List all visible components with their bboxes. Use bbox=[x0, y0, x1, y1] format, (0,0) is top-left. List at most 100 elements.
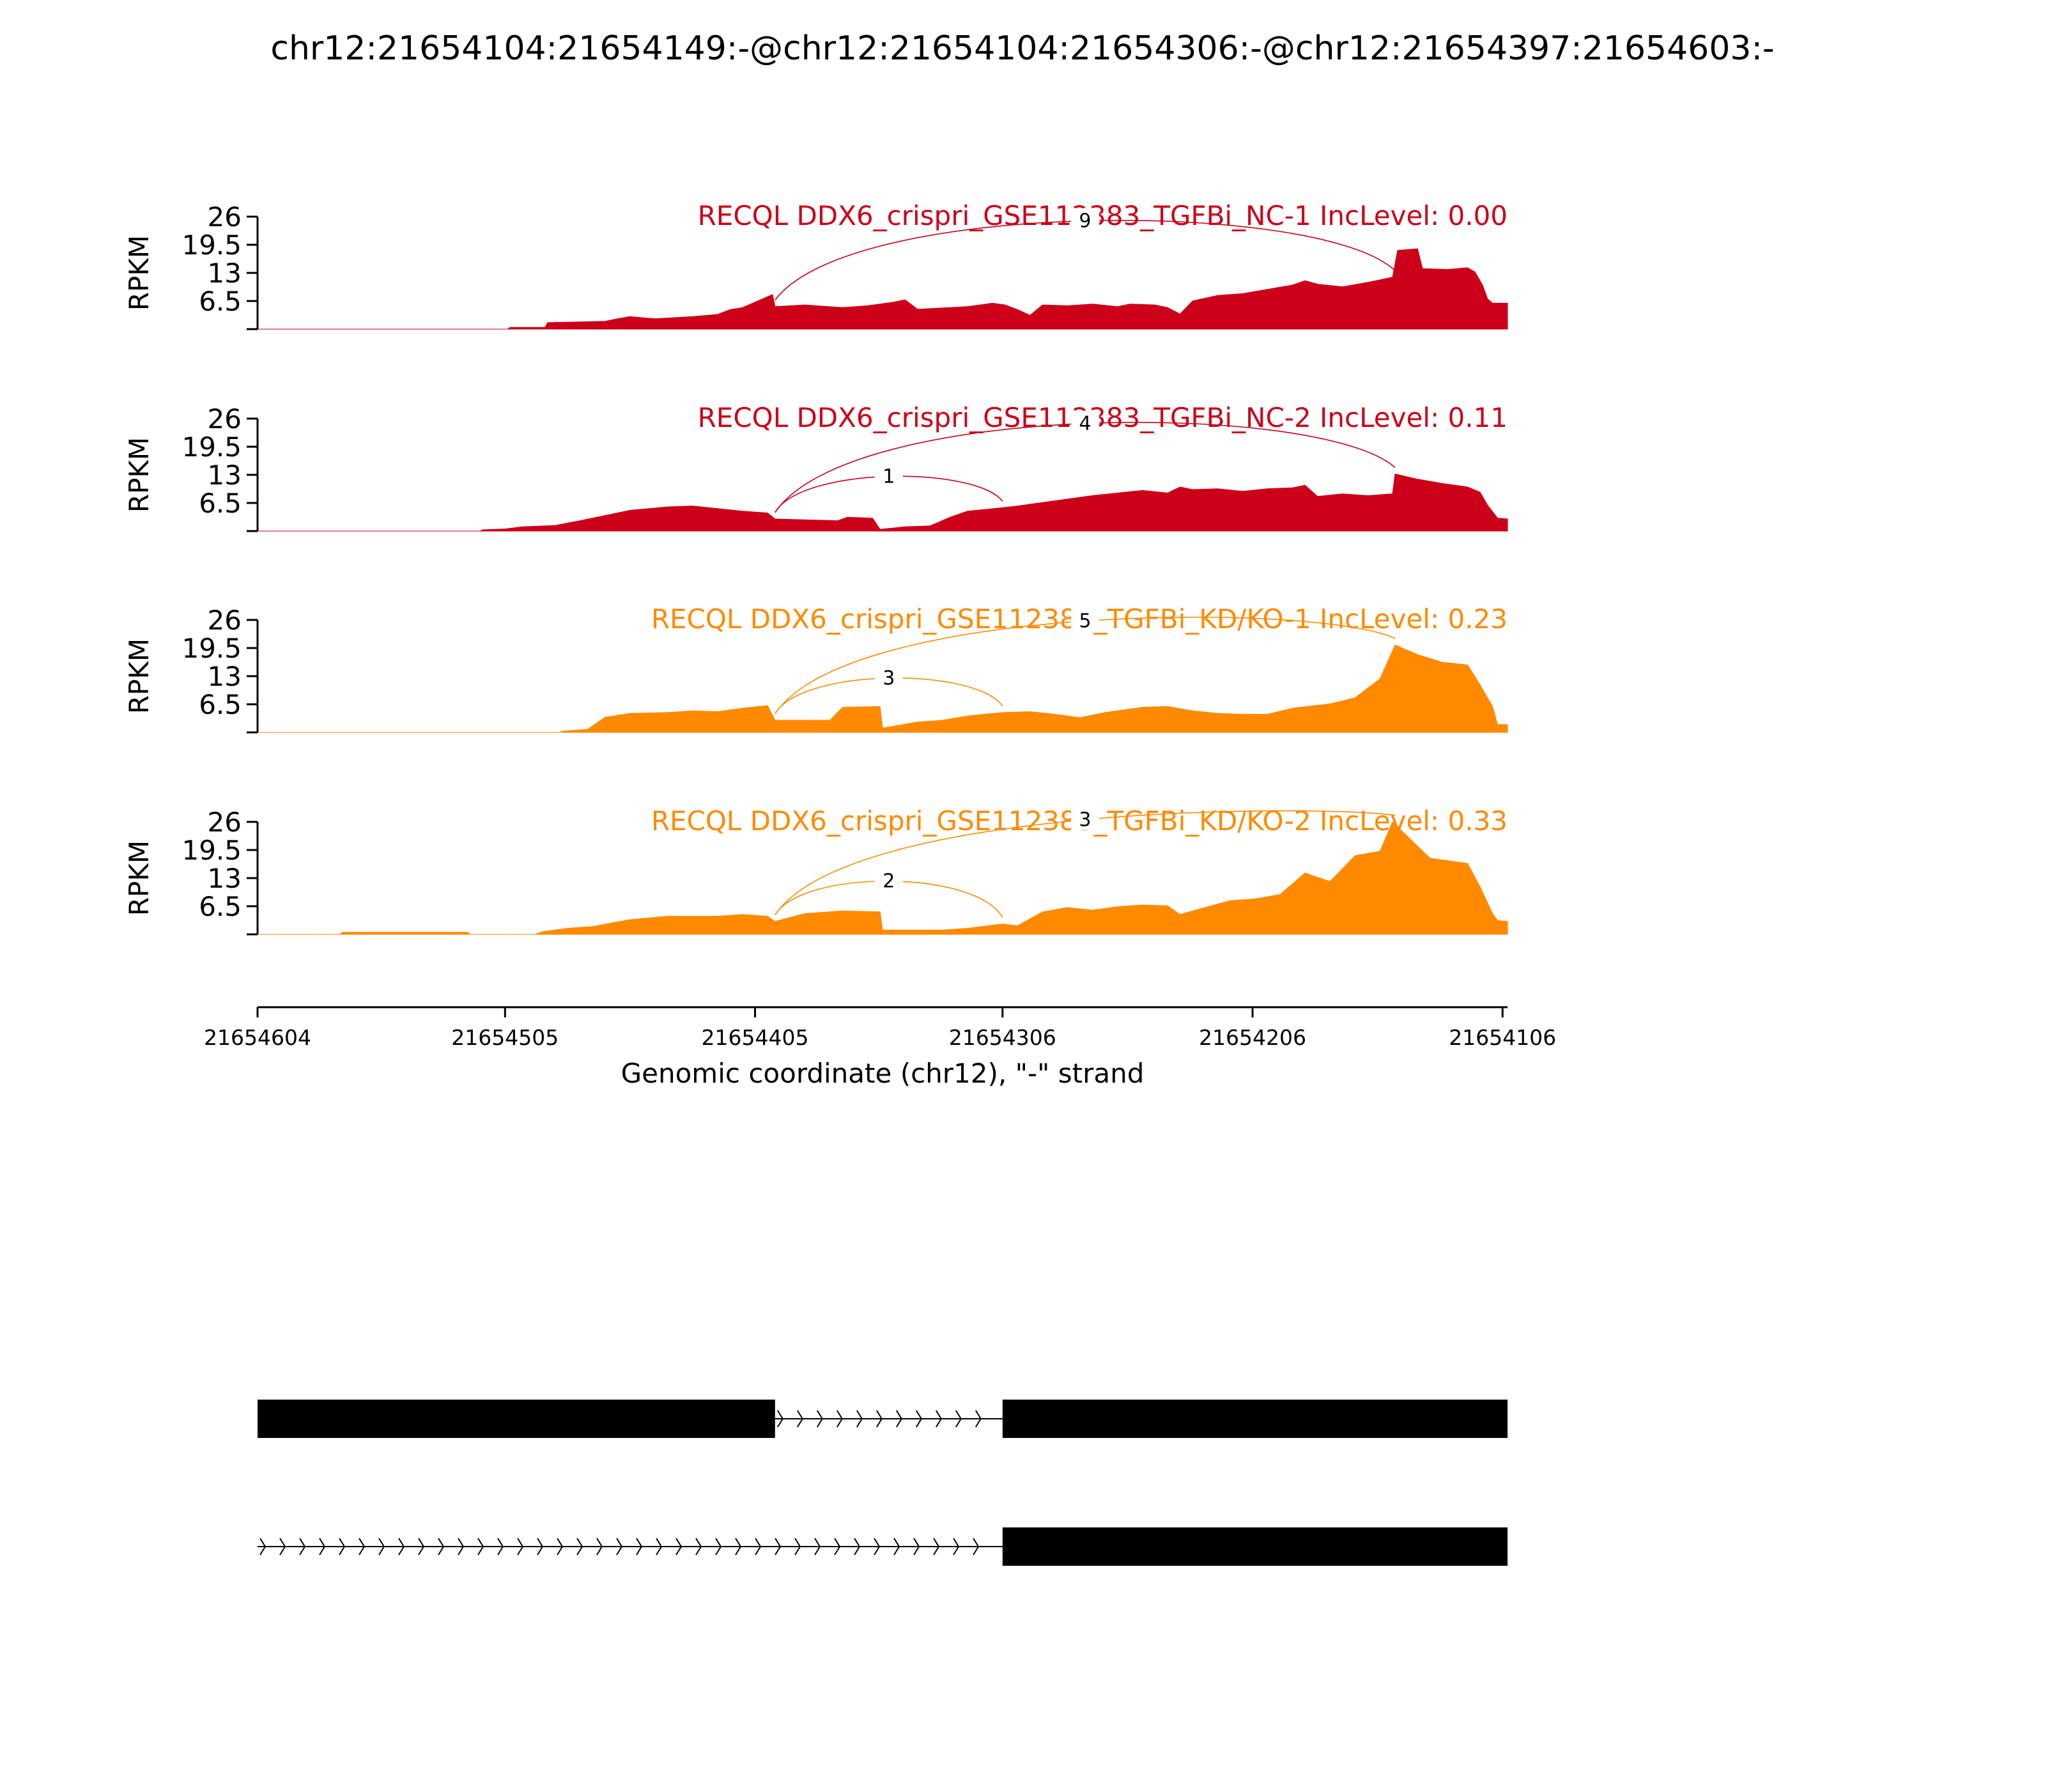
strand-arrow bbox=[359, 1538, 366, 1556]
x-tick-label: 21654306 bbox=[949, 1025, 1056, 1050]
strand-arrow bbox=[755, 1538, 762, 1556]
strand-arrow bbox=[913, 1538, 920, 1556]
y-tick-label: 13 bbox=[208, 863, 242, 894]
junction-count: 1 bbox=[883, 465, 895, 488]
strand-arrow bbox=[814, 1538, 821, 1556]
junction-count-bg bbox=[874, 665, 903, 689]
y-tick-label: 19.5 bbox=[181, 431, 242, 463]
strand-arrow bbox=[975, 1410, 982, 1428]
junction-count-bg bbox=[1070, 608, 1099, 631]
y-tick-label: 19.5 bbox=[181, 835, 242, 866]
strand-arrow bbox=[893, 1538, 900, 1556]
strand-arrow bbox=[418, 1538, 425, 1556]
coverage-area bbox=[258, 821, 1508, 935]
junction-count: 5 bbox=[1079, 610, 1091, 633]
strand-arrow bbox=[775, 1538, 782, 1556]
y-tick-label: 26 bbox=[208, 403, 242, 435]
y-tick-label: 6.5 bbox=[199, 689, 242, 720]
y-tick-label: 13 bbox=[208, 661, 242, 692]
junction-count-bg bbox=[1070, 807, 1099, 830]
y-tick-label: 19.5 bbox=[181, 229, 242, 261]
strand-arrow bbox=[319, 1538, 326, 1556]
strand-arrow bbox=[477, 1538, 484, 1556]
strand-arrow bbox=[299, 1538, 306, 1556]
strand-arrow bbox=[816, 1410, 823, 1428]
series-title: RECQL DDX6_crispri_GSE112383_TGFBi_NC-1 … bbox=[698, 200, 1508, 231]
y-axis-label: RPKM bbox=[123, 235, 155, 311]
y-tick-label: 26 bbox=[208, 807, 242, 838]
strand-arrow bbox=[636, 1538, 643, 1556]
strand-arrow bbox=[796, 1410, 803, 1428]
y-axis-label: RPKM bbox=[123, 638, 155, 714]
strand-arrow bbox=[953, 1538, 960, 1556]
y-tick-label: 13 bbox=[208, 258, 242, 289]
y-tick-label: 13 bbox=[208, 460, 242, 491]
strand-arrow bbox=[735, 1538, 742, 1556]
y-axis-label: RPKM bbox=[123, 840, 155, 916]
strand-arrow bbox=[895, 1410, 902, 1428]
series-title: RECQL DDX6_crispri_GSE112383_TGFBi_NC-2 … bbox=[698, 402, 1508, 433]
strand-arrow bbox=[497, 1538, 504, 1556]
y-tick-label: 6.5 bbox=[199, 891, 242, 922]
strand-arrow bbox=[557, 1538, 564, 1556]
junction-count: 9 bbox=[1079, 210, 1091, 233]
strand-arrow bbox=[695, 1538, 702, 1556]
x-axis-label: Genomic coordinate (chr12), "-" strand bbox=[621, 1058, 1145, 1089]
y-tick-label: 26 bbox=[208, 605, 242, 636]
strand-arrow bbox=[259, 1538, 266, 1556]
strand-arrow bbox=[915, 1410, 922, 1428]
exon-block bbox=[258, 1400, 775, 1438]
coverage-area bbox=[258, 473, 1508, 532]
strand-arrow bbox=[874, 1538, 881, 1556]
x-tick-label: 21654604 bbox=[204, 1025, 311, 1050]
exon-block bbox=[1002, 1400, 1508, 1438]
strand-arrow bbox=[854, 1538, 861, 1556]
strand-arrow bbox=[279, 1538, 286, 1556]
coverage-area bbox=[258, 248, 1508, 330]
gene-model bbox=[258, 1400, 1508, 1438]
strand-arrow bbox=[715, 1538, 722, 1556]
x-tick-label: 21654106 bbox=[1449, 1025, 1556, 1050]
coverage-area bbox=[258, 644, 1508, 733]
strand-arrow bbox=[438, 1538, 445, 1556]
junction-count-bg bbox=[1070, 410, 1099, 434]
junction-count-bg bbox=[874, 868, 903, 892]
strand-arrow bbox=[517, 1538, 524, 1556]
y-tick-label: 6.5 bbox=[199, 286, 242, 317]
x-tick-label: 21654405 bbox=[702, 1025, 809, 1050]
strand-arrow bbox=[398, 1538, 405, 1556]
strand-arrow bbox=[656, 1538, 663, 1556]
x-axis: 21654604 21654505 21654405 21654306 21654206… bbox=[204, 1006, 1556, 1089]
y-tick-label: 19.5 bbox=[181, 633, 242, 664]
y-tick-label: 6.5 bbox=[199, 488, 242, 519]
strand-arrow bbox=[794, 1538, 801, 1556]
strand-arrow bbox=[876, 1410, 883, 1428]
strand-arrow bbox=[339, 1538, 346, 1556]
strand-arrow bbox=[834, 1538, 841, 1556]
junction-count: 4 bbox=[1079, 413, 1091, 435]
strand-arrow bbox=[776, 1410, 783, 1428]
y-axis-label: RPKM bbox=[123, 437, 155, 513]
strand-arrow bbox=[537, 1538, 544, 1556]
x-tick-label: 21654505 bbox=[451, 1025, 559, 1050]
junction-count: 3 bbox=[883, 667, 895, 690]
strand-arrow bbox=[458, 1538, 465, 1556]
junction-count-bg bbox=[1070, 208, 1099, 231]
junction-count-bg bbox=[874, 463, 903, 487]
x-axis-ticks: 21654604 21654505 21654405 21654306 21654206… bbox=[204, 1007, 1556, 1050]
strand-arrow bbox=[836, 1410, 843, 1428]
strand-arrow bbox=[933, 1538, 940, 1556]
strand-arrow bbox=[576, 1538, 583, 1556]
y-tick-label: 26 bbox=[208, 201, 242, 233]
junction-count: 2 bbox=[883, 870, 895, 893]
strand-arrow bbox=[935, 1410, 942, 1428]
exon-block bbox=[1002, 1527, 1508, 1566]
figure-title: chr12:21654104:21654149:-@chr12:21654104… bbox=[270, 29, 1774, 68]
